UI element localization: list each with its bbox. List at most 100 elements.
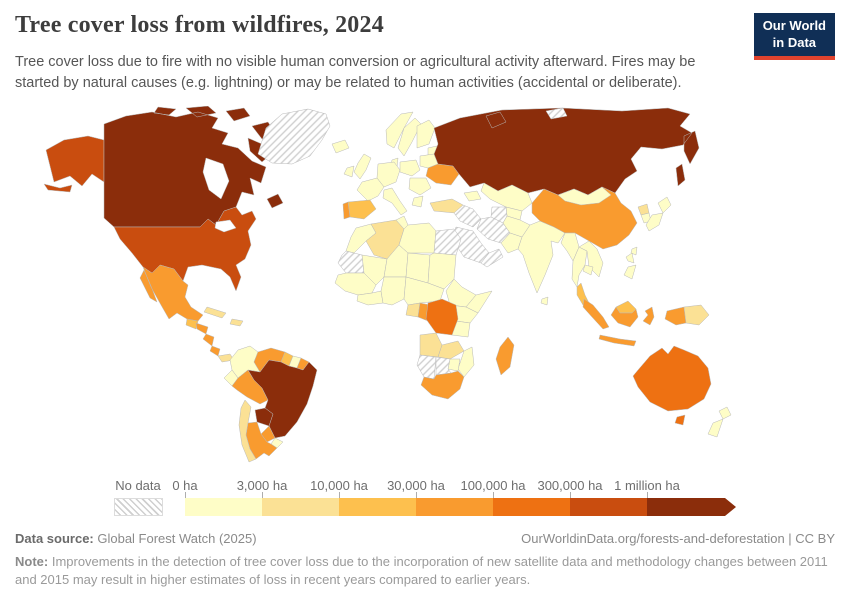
legend-tick-label: 3,000 ha [236,478,288,493]
legend-tick-mark [647,492,648,498]
legend-no-data-label: No data [115,478,161,493]
country-indonesia-sulawesi[interactable] [642,306,655,326]
legend-tick-mark [493,492,494,498]
legend-bin-4[interactable] [493,498,570,516]
legend-bin-6[interactable] [647,498,736,516]
legend-tick-label: 10,000 ha [310,478,368,493]
country-w-sahara-mauritania[interactable] [337,250,365,274]
country-brazil[interactable] [247,359,318,439]
country-indonesia-west-papua[interactable] [664,306,687,326]
country-hispaniola[interactable] [229,318,244,327]
country-mali[interactable] [361,254,388,286]
country-pakistan[interactable] [500,232,523,254]
great-lakes [214,219,237,233]
country-spain[interactable] [347,199,377,220]
legend-tick-label: 300,000 ha [537,478,603,493]
country-nigeria[interactable] [380,276,407,306]
country-alaska[interactable] [43,135,105,193]
country-greenland[interactable] [257,108,331,165]
legend-tick-mark [262,492,263,498]
legend-bin-0[interactable] [185,498,262,516]
chart-subtitle: Tree cover loss due to fire with no visi… [15,54,696,92]
country-angola[interactable] [419,332,443,358]
country-sri-lanka[interactable] [540,296,549,306]
owid-logo-line2: in Data [772,34,817,50]
country-poland[interactable] [399,159,421,177]
country-bolivia[interactable] [254,407,274,427]
country-taiwan[interactable] [630,246,638,256]
country-indonesia-java[interactable] [598,334,637,347]
country-ireland[interactable] [343,165,355,178]
country-uk[interactable] [353,153,372,180]
country-nicaragua[interactable] [202,333,215,347]
legend-bin-1[interactable] [262,498,339,516]
owid-logo[interactable]: Our World in Data [753,13,835,60]
map-legend: No data 0 ha 3,000 ha 10,000 ha 30,000 ha 10… [0,477,850,517]
legend-tick-label: 0 ha [172,478,198,493]
country-iceland[interactable] [331,139,350,154]
legend-tick-mark [416,492,417,498]
country-australia[interactable] [632,345,712,426]
country-france[interactable] [356,177,385,202]
country-zambia[interactable] [437,340,465,360]
legend-tick-label: 1 million ha [614,478,680,493]
owid-link[interactable]: OurWorldinData.org/forests-and-deforesta… [521,531,835,546]
legend-tick-mark [185,492,186,498]
chart-footer: Data source: Global Forest Watch (2025) … [15,531,835,589]
country-honduras[interactable] [195,322,209,335]
country-russia[interactable] [433,107,700,196]
legend-bin-2[interactable] [339,498,416,516]
country-finland[interactable] [416,119,436,149]
country-italy[interactable] [382,187,408,216]
world-map-svg [43,105,732,463]
country-chile[interactable] [238,399,257,463]
country-greece[interactable] [411,195,424,208]
data-source-value: Global Forest Watch (2025) [93,531,257,546]
country-kazakhstan[interactable] [480,182,533,212]
country-cambodia[interactable] [582,264,594,276]
data-source-line: Data source: Global Forest Watch (2025) [15,531,257,546]
country-sweden[interactable] [397,117,422,157]
legend-bin-3[interactable] [416,498,493,516]
country-canada[interactable] [103,105,284,228]
country-mongolia[interactable] [557,186,612,206]
country-romania-balkans[interactable] [408,177,432,196]
legend-bin-5[interactable] [570,498,647,516]
legend-tick-mark [570,492,571,498]
country-new-zealand[interactable] [707,406,732,438]
country-japan[interactable] [645,196,672,232]
country-caucasus[interactable] [463,190,482,202]
country-egypt[interactable] [433,228,462,256]
world-choropleth-map [40,105,790,468]
country-laos-vietnam[interactable] [578,240,604,278]
legend-no-data-swatch[interactable] [114,498,163,516]
owid-logo-line1: Our World [762,18,826,33]
note-value: Improvements in the detection of tree co… [15,554,828,588]
country-cuba[interactable] [203,306,227,319]
country-drc[interactable] [425,298,459,336]
country-philippines[interactable] [623,252,637,280]
country-namibia[interactable] [416,354,437,380]
country-costa-rica[interactable] [209,345,221,357]
chart-note: Note: Improvements in the detection of t… [15,553,833,589]
country-south-africa[interactable] [420,370,465,400]
legend-tick-label: 100,000 ha [460,478,526,493]
page-title: Tree cover loss from wildfires, 2024 [15,12,384,38]
country-papua-new-guinea[interactable] [683,304,710,326]
country-yemen-oman[interactable] [480,248,504,268]
legend-tick-label: 30,000 ha [387,478,445,493]
country-indonesia-kalimantan[interactable] [610,306,639,328]
country-mexico[interactable] [139,264,204,322]
country-madagascar[interactable] [495,336,515,376]
country-svalbard[interactable] [545,107,568,120]
hudson-bay [202,157,230,200]
country-botswana[interactable] [435,356,452,376]
legend-tick-mark [339,492,340,498]
note-label: Note: [15,554,49,569]
country-portugal[interactable] [342,201,351,220]
country-gabon[interactable] [405,302,421,318]
data-source-label: Data source: [15,531,94,546]
country-indonesia-sumatra[interactable] [582,298,610,330]
country-guatemala[interactable] [185,318,199,330]
